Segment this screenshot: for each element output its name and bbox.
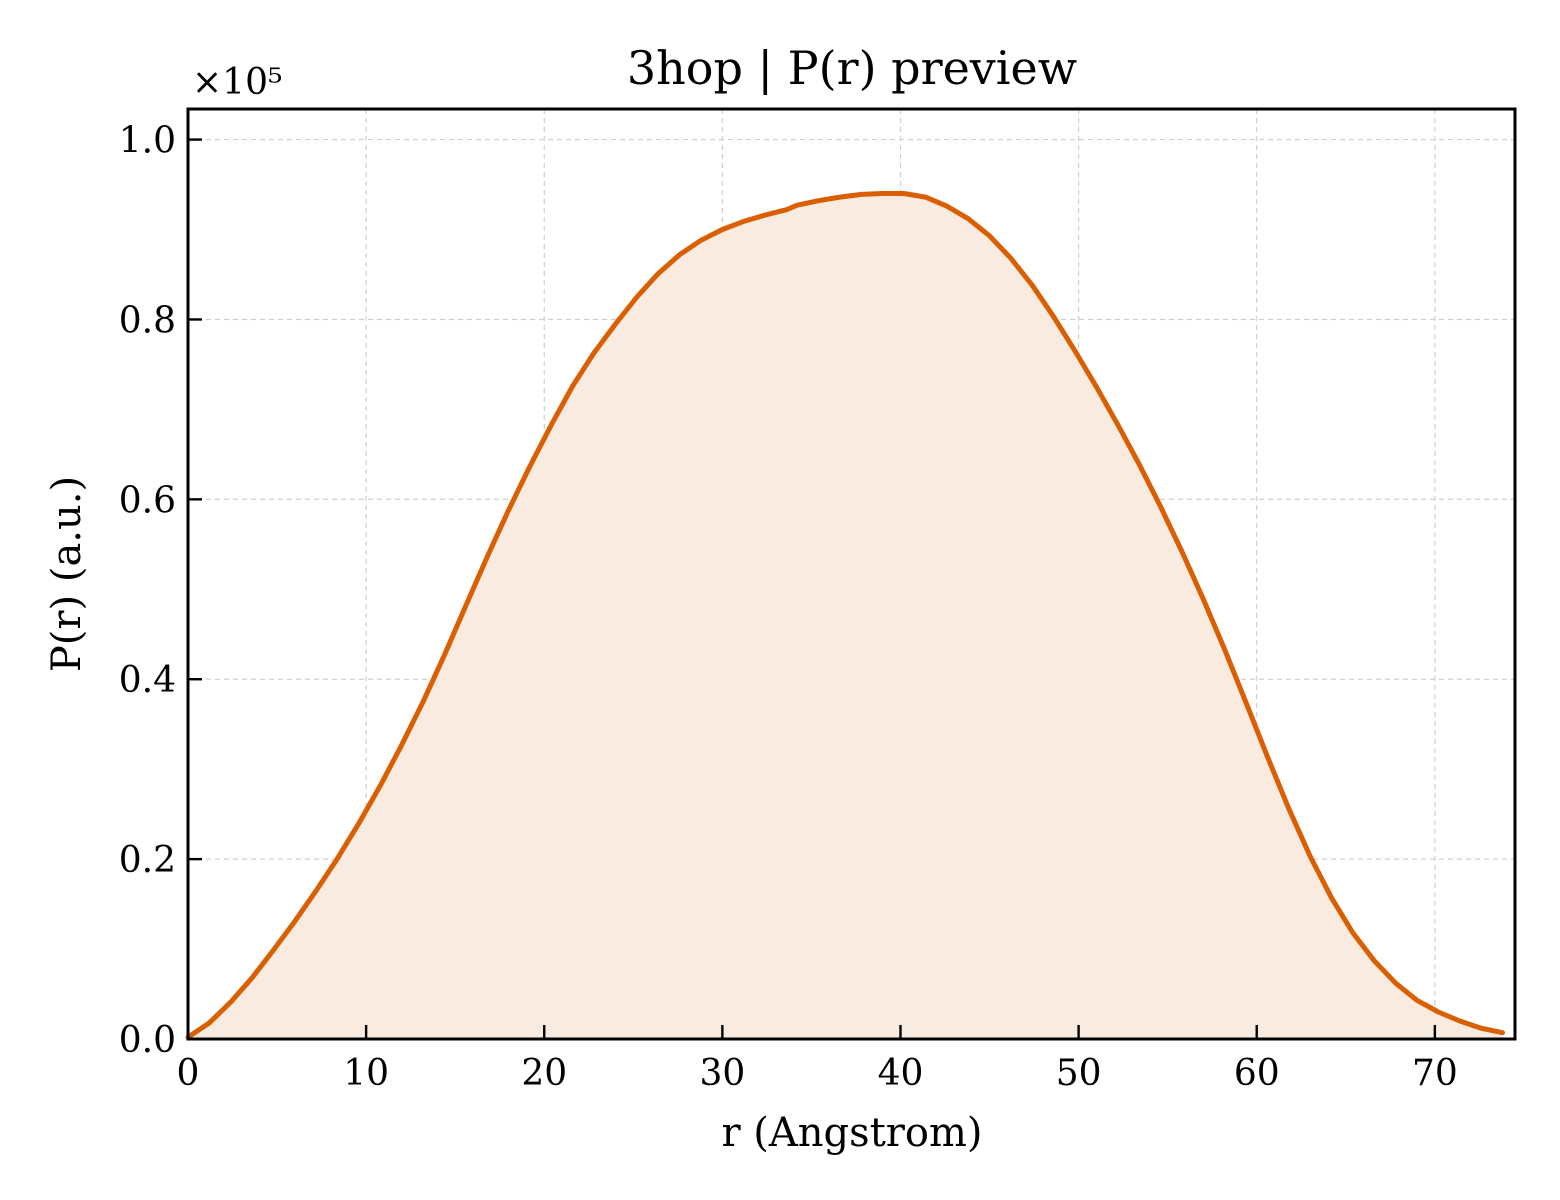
x-tick-label: 30 (699, 1053, 745, 1094)
plot-frame (186, 107, 1517, 1041)
x-tick-label: 70 (1412, 1053, 1458, 1094)
x-tick-label: 10 (343, 1053, 389, 1094)
y-tick-label: 0.8 (119, 300, 176, 341)
x-tick-label: 50 (1056, 1053, 1102, 1094)
x-tick-label: 40 (878, 1053, 924, 1094)
y-tick-label: 0.6 (119, 480, 176, 521)
x-axis-label: r (Angstrom) (721, 1110, 982, 1156)
series-line (185, 191, 1505, 1040)
x-tick-label: 0 (177, 1053, 200, 1094)
y-tick-label: 0.0 (119, 1020, 176, 1061)
chart-title: 3hop | P(r) preview (627, 41, 1077, 95)
area-fill (188, 193, 1503, 1039)
x-tick-label: 20 (521, 1053, 567, 1094)
y-multiplier-label: ×10⁵ (192, 62, 282, 103)
axis-ticks (186, 138, 1437, 1041)
y-tick-label: 0.2 (119, 840, 176, 881)
x-tick-label: 60 (1234, 1053, 1280, 1094)
y-tick-label: 1.0 (119, 121, 176, 162)
y-tick-label: 0.4 (119, 660, 176, 701)
y-axis-label: P(r) (a.u.) (44, 476, 90, 672)
